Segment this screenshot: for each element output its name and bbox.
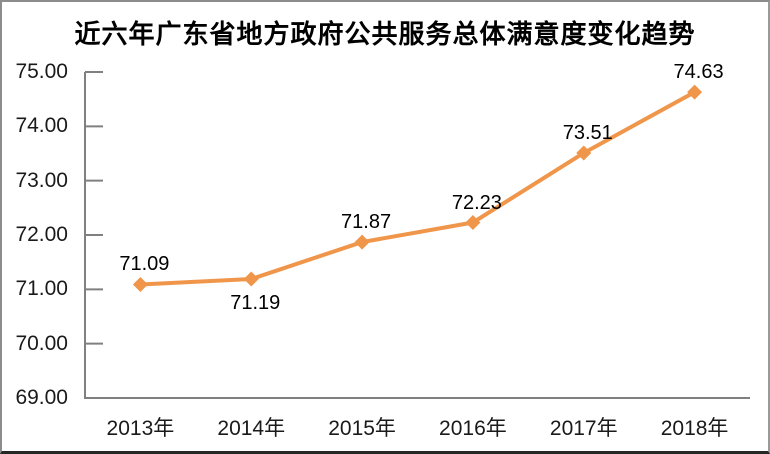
data-label: 73.51 — [562, 121, 613, 144]
data-point-marker — [687, 84, 703, 100]
data-point-marker — [243, 271, 259, 287]
data-label: 74.63 — [673, 61, 724, 84]
x-category-label: 2014年 — [217, 417, 286, 440]
y-tick-label: 72.00 — [15, 223, 68, 246]
data-point-marker — [576, 145, 592, 161]
series-line — [138, 90, 697, 287]
data-point-marker — [465, 215, 481, 231]
y-tick-label: 73.00 — [15, 168, 68, 192]
y-tick-label: 75.00 — [15, 60, 68, 83]
x-category-label: 2016年 — [439, 417, 507, 440]
data-label: 71.09 — [119, 253, 170, 276]
x-category-label: 2017年 — [549, 417, 618, 440]
y-tick-label: 71.00 — [15, 277, 68, 301]
data-label: 71.87 — [341, 211, 392, 234]
x-category-label: 2013年 — [106, 417, 175, 440]
data-point-marker — [132, 276, 148, 292]
y-tick-label: 70.00 — [15, 331, 68, 355]
y-tick-label: 74.00 — [15, 114, 68, 138]
x-category-label: 2015年 — [328, 417, 396, 440]
data-label: 71.19 — [230, 292, 281, 314]
y-tick-label: 69.00 — [15, 386, 68, 409]
x-category-label: 2018年 — [660, 417, 729, 440]
data-label: 72.23 — [451, 191, 502, 214]
data-point-marker — [354, 234, 370, 250]
chart-title: 近六年广东省地方政府公共服务总体满意度变化趋势 — [74, 20, 696, 49]
